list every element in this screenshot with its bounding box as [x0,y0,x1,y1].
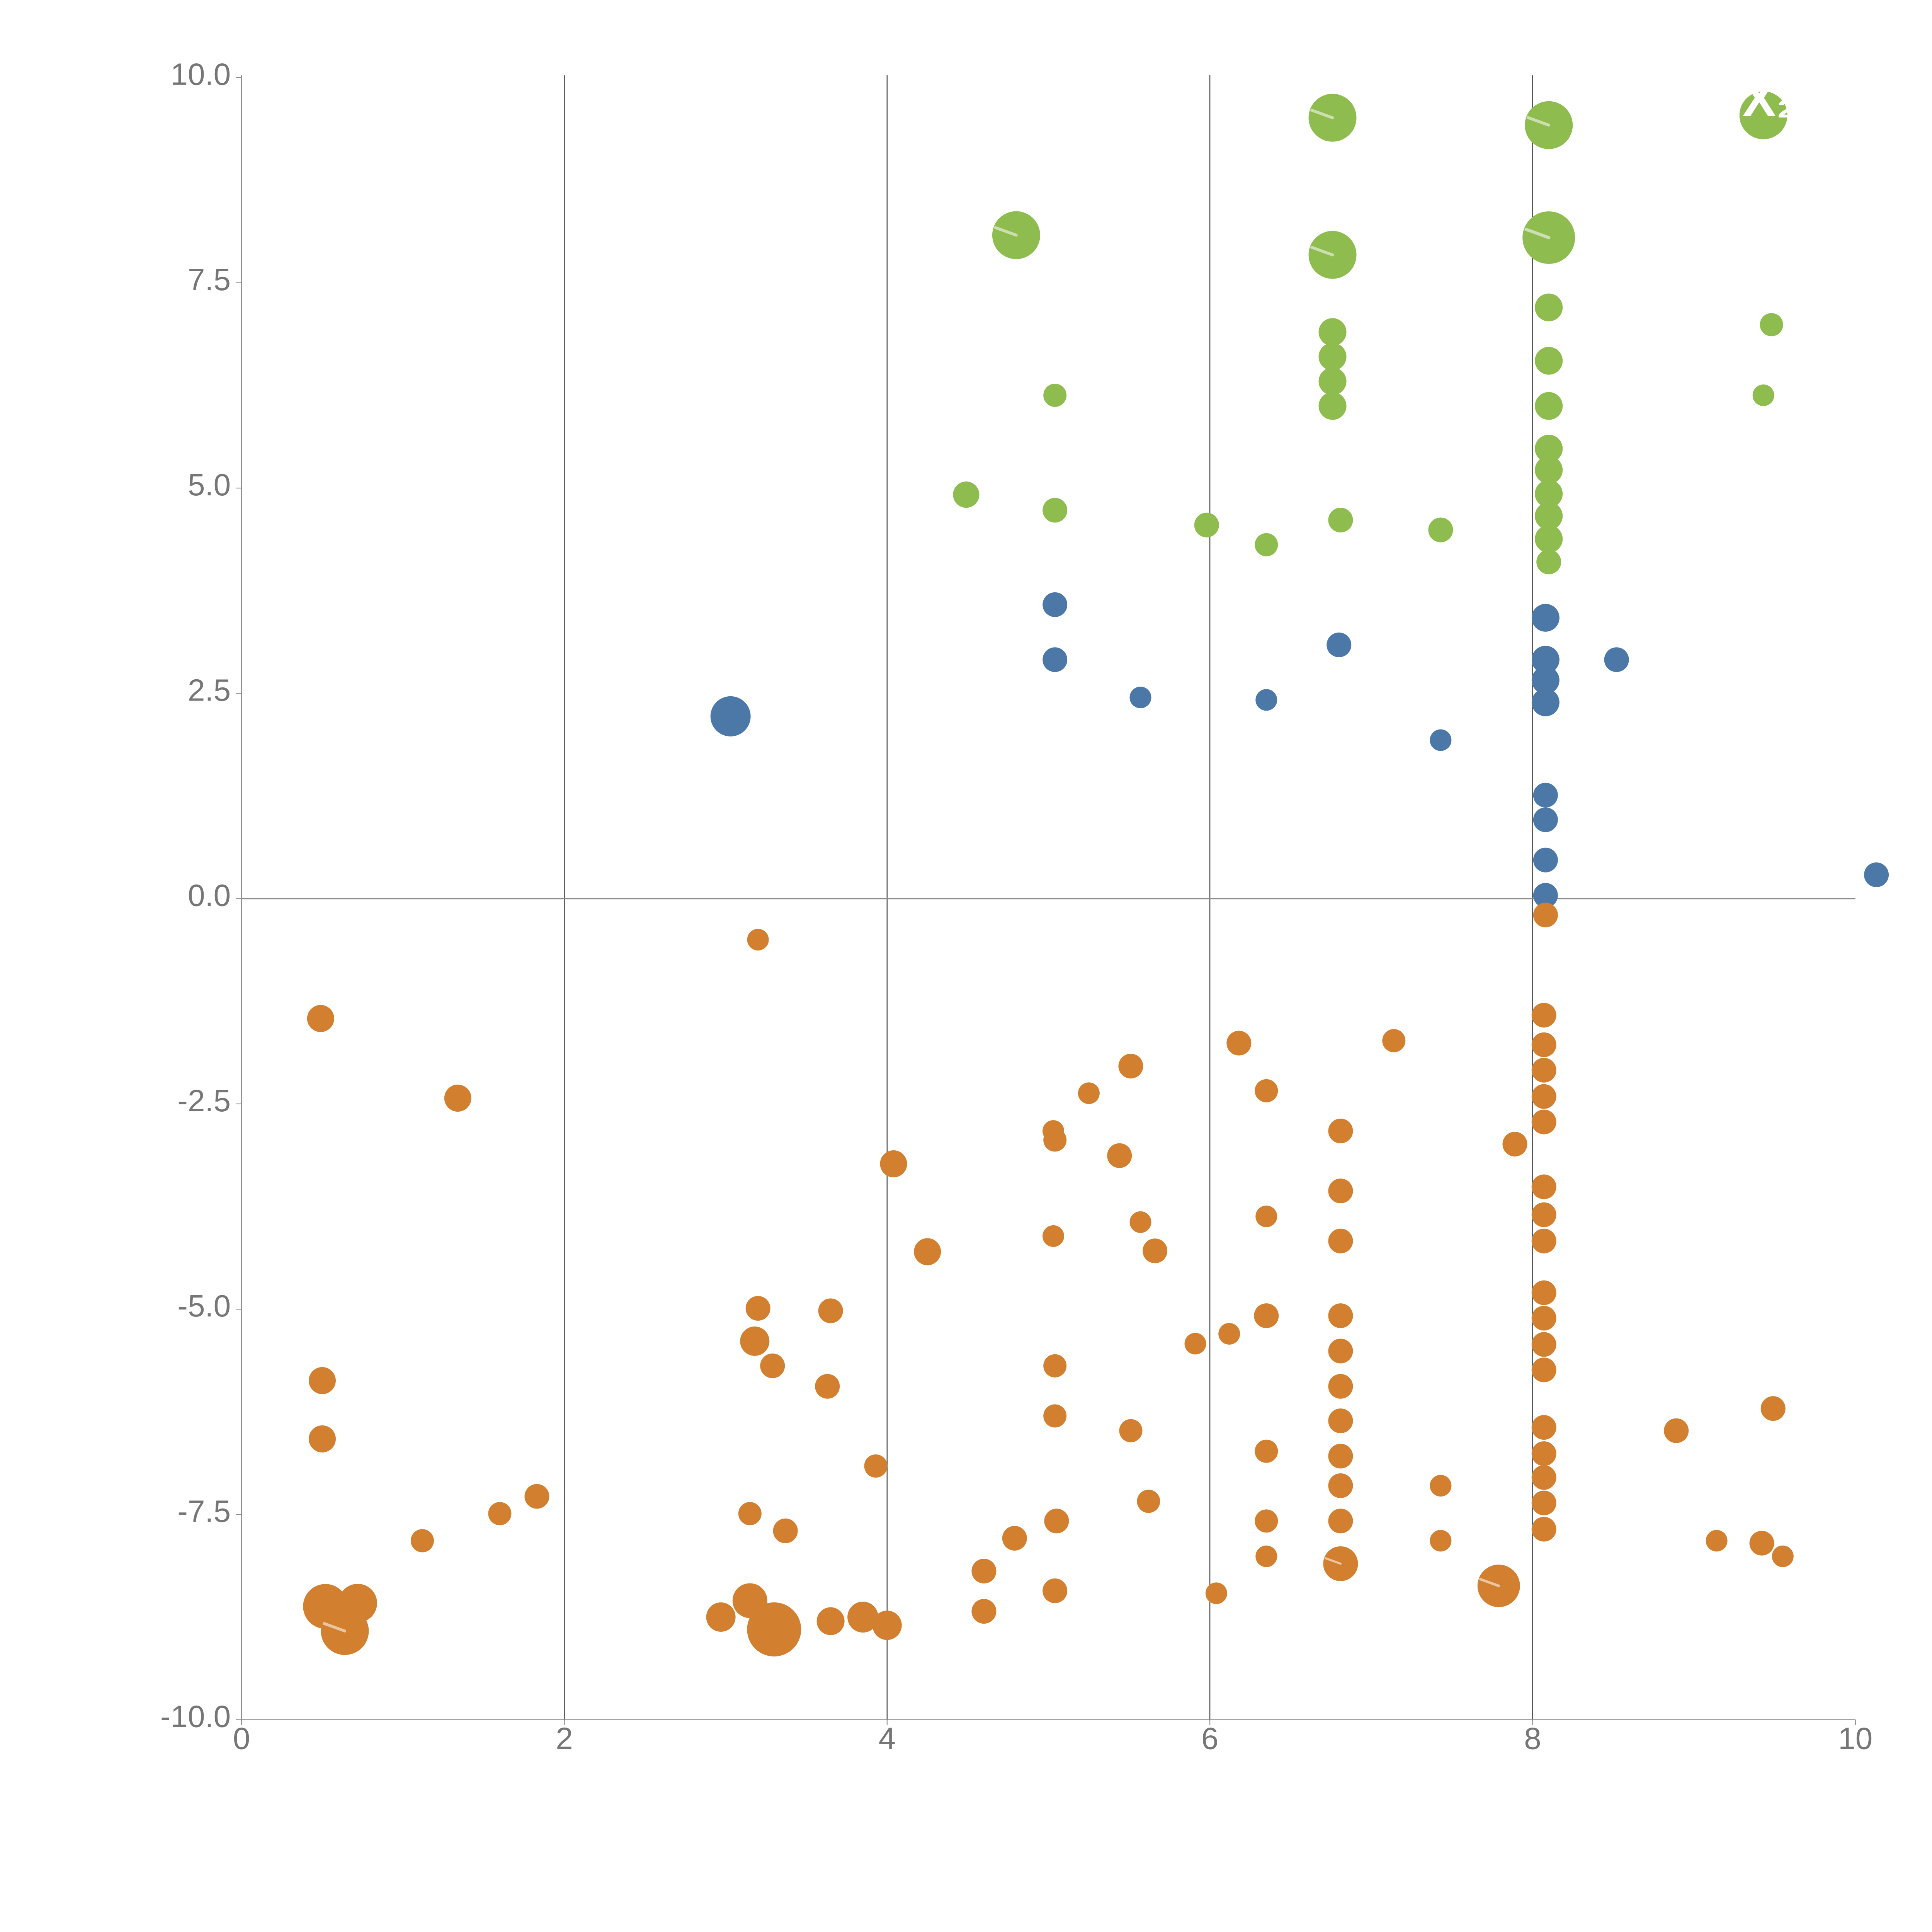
svg-text:-2.5: -2.5 [177,1083,231,1118]
svg-text:4: 4 [879,1721,896,1756]
svg-text:8: 8 [1524,1721,1541,1756]
svg-text:2: 2 [556,1721,573,1756]
svg-text:10.0: 10.0 [170,57,231,92]
svg-text:0.0: 0.0 [188,878,231,913]
svg-text:5.0: 5.0 [188,468,231,502]
svg-text:10: 10 [1838,1721,1872,1756]
svg-text:-10.0: -10.0 [160,1699,231,1734]
svg-text:-5.0: -5.0 [177,1289,231,1323]
svg-text:-X₂: -X₂ [1726,70,1798,127]
svg-text:-7.5: -7.5 [177,1494,231,1528]
svg-text:6: 6 [1201,1721,1219,1756]
svg-text:0: 0 [233,1721,250,1756]
svg-text:2.5: 2.5 [188,673,231,707]
svg-text:7.5: 7.5 [188,262,231,297]
